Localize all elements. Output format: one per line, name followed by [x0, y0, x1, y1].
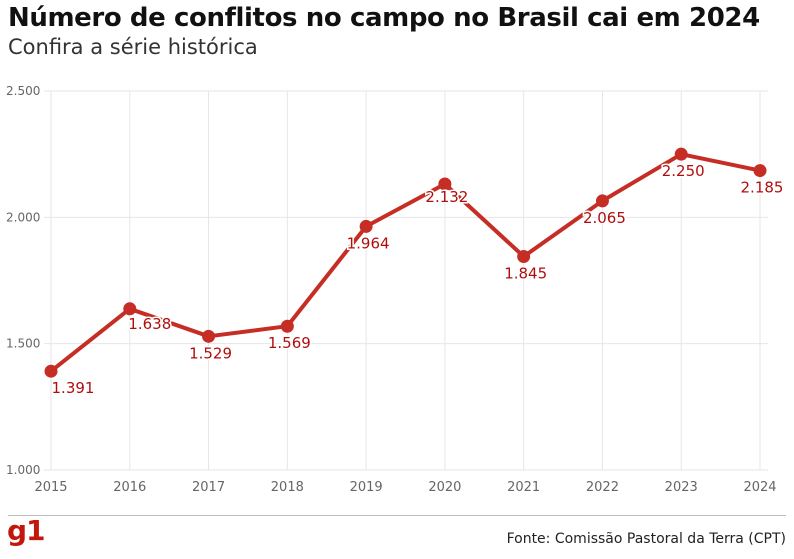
- x-tick-label: 2018: [271, 480, 304, 495]
- data-point: [517, 249, 531, 263]
- y-tick-label: 2.000: [6, 210, 40, 224]
- data-label: 1.569: [268, 334, 311, 352]
- data-point: [202, 329, 216, 343]
- data-point: [674, 147, 688, 161]
- x-tick-label: 2021: [507, 480, 540, 495]
- g1-logo: g1: [7, 514, 46, 547]
- data-point: [438, 177, 452, 191]
- y-tick-label: 1.000: [6, 463, 40, 477]
- x-tick-label: 2020: [428, 480, 461, 495]
- data-point: [753, 164, 767, 178]
- x-tick-label: 2015: [34, 480, 67, 495]
- data-point: [595, 194, 609, 208]
- data-label: 1.638: [128, 315, 171, 333]
- x-tick-label: 2023: [665, 480, 698, 495]
- data-point: [123, 302, 137, 316]
- y-tick-label: 1.500: [6, 337, 40, 351]
- data-point: [44, 364, 58, 378]
- x-tick-label: 2024: [743, 480, 776, 495]
- footer-divider: [8, 515, 786, 516]
- data-label: 2.185: [741, 179, 784, 197]
- x-tick-label: 2022: [586, 480, 619, 495]
- series-line: [49, 152, 762, 374]
- x-tick-label: 2016: [113, 480, 146, 495]
- x-tick-label: 2019: [350, 480, 383, 495]
- chart-title: Número de conflitos no campo no Brasil c…: [8, 3, 760, 33]
- y-tick-label: 2.500: [6, 84, 40, 98]
- data-label: 1.845: [504, 264, 547, 282]
- data-label: 2.250: [662, 162, 705, 180]
- data-point: [280, 319, 294, 333]
- data-point: [359, 219, 373, 233]
- line-chart: 1.000 1.500 2.000 2.500 2015 2016 2017 2018 2019…: [6, 84, 785, 495]
- data-label: 1.391: [52, 379, 95, 397]
- data-label: 2.065: [583, 209, 626, 227]
- source-note: Fonte: Comissão Pastoral da Terra (CPT): [506, 531, 786, 547]
- chart-subtitle: Confira a série histórica: [8, 35, 258, 59]
- x-tick-label: 2017: [192, 480, 225, 495]
- data-label: 1.529: [189, 344, 232, 362]
- data-label: 1.964: [347, 234, 390, 252]
- data-label: 2.132: [425, 188, 468, 206]
